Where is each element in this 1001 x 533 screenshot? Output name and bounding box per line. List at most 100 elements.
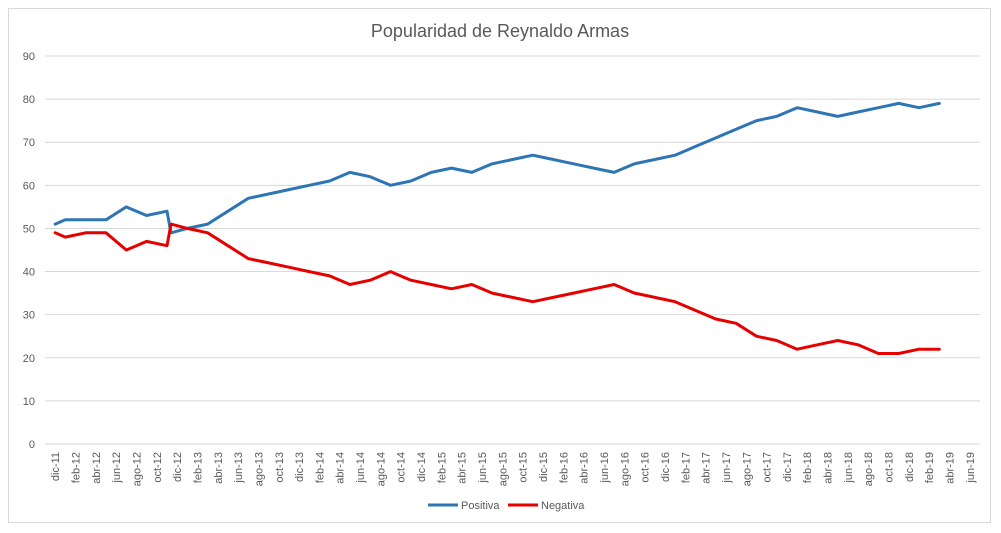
x-tick-label: ago-15	[497, 452, 509, 486]
data-point-negativa	[674, 300, 677, 303]
y-axis: 0 10 20 30 40 50 60 70 80 90	[23, 51, 35, 451]
data-point-negativa	[450, 287, 453, 290]
y-tick-label: 20	[23, 353, 35, 365]
y-tick-label: 60	[23, 180, 35, 192]
x-tick-label: jun-12	[111, 452, 123, 484]
data-point-positiva	[450, 167, 453, 170]
chart-frame: Popularidad de Reynaldo Armas 0 10 20 30 40 5…	[8, 8, 991, 523]
x-tick-label: dic-18	[904, 452, 916, 482]
data-point-negativa	[430, 283, 433, 286]
y-tick-label: 70	[23, 137, 35, 149]
y-tick-label: 0	[29, 439, 35, 451]
data-point-negativa	[64, 236, 67, 239]
x-tick-label: jun-15	[477, 452, 489, 484]
data-point-negativa	[897, 352, 900, 355]
x-tick-label: jun-19	[965, 452, 977, 484]
x-tick-label: abr-15	[457, 452, 469, 484]
legend-label-negativa: Negativa	[541, 500, 585, 512]
data-point-negativa	[714, 318, 717, 321]
data-point-negativa	[267, 261, 270, 264]
y-tick-label: 30	[23, 310, 35, 322]
x-tick-label: dic-13	[294, 452, 306, 482]
data-point-positiva	[145, 214, 148, 217]
data-point-positiva	[64, 218, 67, 221]
x-tick-label: dic-12	[172, 452, 184, 482]
x-tick-label: jun-13	[233, 452, 245, 484]
series-line-positiva	[53, 101, 941, 235]
y-tick-label: 80	[23, 94, 35, 106]
data-point-negativa	[816, 343, 819, 346]
data-point-negativa	[170, 223, 173, 226]
x-tick-label: jun-18	[843, 452, 855, 484]
data-point-positiva	[613, 171, 616, 174]
data-point-negativa	[226, 244, 229, 247]
x-tick-label: abr-17	[701, 452, 713, 484]
data-point-negativa	[836, 339, 839, 342]
data-point-positiva	[54, 223, 57, 226]
gridlines	[45, 55, 980, 445]
legend: Positiva Negativa	[428, 500, 585, 512]
data-point-negativa	[125, 249, 128, 252]
data-point-negativa	[857, 343, 860, 346]
x-tick-label: feb-18	[802, 452, 814, 483]
data-point-positiva	[633, 162, 636, 165]
data-point-negativa	[247, 257, 250, 260]
x-tick-label: oct-13	[274, 452, 286, 483]
data-point-negativa	[694, 309, 697, 312]
data-point-positiva	[775, 115, 778, 118]
y-tick-label: 50	[23, 223, 35, 235]
x-tick-label: abr-18	[823, 452, 835, 484]
data-point-negativa	[613, 283, 616, 286]
data-point-negativa	[54, 231, 57, 234]
x-tick-label: jun-17	[721, 452, 733, 484]
data-point-positiva	[836, 115, 839, 118]
data-point-positiva	[552, 158, 555, 161]
x-tick-label: oct-18	[884, 452, 896, 483]
data-point-positiva	[694, 145, 697, 148]
data-point-positiva	[84, 218, 87, 221]
data-point-negativa	[308, 270, 311, 273]
data-point-positiva	[389, 184, 392, 187]
x-tick-label: oct-16	[640, 452, 652, 483]
data-point-positiva	[531, 154, 534, 157]
x-tick-label: dic-14	[416, 452, 428, 482]
x-tick-label: ago-13	[253, 452, 265, 486]
data-point-positiva	[877, 106, 880, 109]
x-tick-label: abr-19	[945, 452, 957, 484]
data-point-positiva	[308, 184, 311, 187]
data-point-positiva	[653, 158, 656, 161]
data-point-positiva	[816, 111, 819, 114]
x-tick-label: abr-13	[213, 452, 225, 484]
data-point-positiva	[796, 106, 799, 109]
x-tick-label: abr-14	[335, 452, 347, 484]
data-point-negativa	[369, 279, 372, 282]
data-point-positiva	[125, 205, 128, 208]
series-line-negativa	[53, 222, 941, 355]
data-point-positiva	[674, 154, 677, 157]
x-tick-label: ago-17	[741, 452, 753, 486]
data-point-positiva	[166, 210, 169, 213]
data-point-positiva	[857, 111, 860, 114]
legend-label-positiva: Positiva	[461, 500, 500, 512]
x-tick-label: oct-15	[518, 452, 530, 483]
data-point-negativa	[755, 335, 758, 338]
x-tick-label: abr-16	[579, 452, 591, 484]
data-point-positiva	[348, 171, 351, 174]
data-point-negativa	[186, 227, 189, 230]
x-tick-label: oct-12	[152, 452, 164, 483]
data-point-positiva	[755, 119, 758, 122]
data-point-negativa	[470, 283, 473, 286]
x-tick-label: dic-15	[538, 452, 550, 482]
y-tick-label: 10	[23, 396, 35, 408]
data-point-negativa	[409, 279, 412, 282]
x-tick-label: feb-14	[314, 452, 326, 483]
data-point-negativa	[105, 231, 108, 234]
data-point-positiva	[735, 128, 738, 131]
y-tick-label: 40	[23, 267, 35, 279]
data-point-positiva	[206, 223, 209, 226]
data-point-negativa	[84, 231, 87, 234]
x-tick-label: ago-16	[619, 452, 631, 486]
y-tick-label: 90	[23, 51, 35, 63]
data-point-positiva	[491, 162, 494, 165]
data-point-positiva	[369, 175, 372, 178]
